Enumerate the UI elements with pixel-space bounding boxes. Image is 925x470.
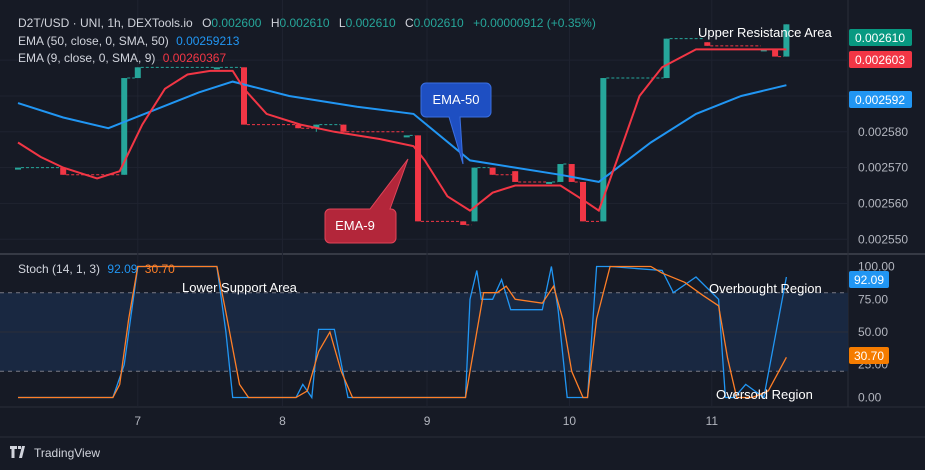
c-label: C bbox=[405, 16, 414, 30]
candle-body bbox=[512, 171, 519, 182]
change-value: +0.00000912 (+0.35%) bbox=[473, 16, 596, 30]
candle-body bbox=[663, 38, 670, 79]
time-tick-label: 11 bbox=[706, 414, 719, 428]
candle-body bbox=[772, 49, 779, 57]
stoch-tick-label: 100.00 bbox=[858, 260, 895, 274]
stoch-d-tag: 30.70 bbox=[849, 347, 889, 364]
price-tick-label: 0.002560 bbox=[858, 196, 908, 210]
stoch-tick-label: 0.00 bbox=[858, 390, 882, 404]
symbol-text: D2T/USD · UNI, 1h, DEXTools.io bbox=[18, 16, 193, 30]
time-tick-label: 7 bbox=[134, 414, 141, 428]
candle-body bbox=[557, 164, 564, 182]
tradingview-logo-icon bbox=[10, 445, 28, 461]
time-tick-label: 9 bbox=[424, 414, 431, 428]
h-label: H bbox=[271, 16, 280, 30]
price-tick-label: 0.002570 bbox=[858, 161, 908, 175]
ema50-price-tag: 0.002592 bbox=[849, 91, 912, 108]
stoch-tick-label: 50.00 bbox=[858, 325, 888, 339]
last-price-tag: 0.002610 bbox=[849, 29, 912, 46]
stoch-legend: Stoch (14, 1, 3) 92.09 30.70 bbox=[18, 262, 175, 276]
ema50-tag-text: 0.002592 bbox=[855, 93, 905, 107]
candle-body bbox=[313, 124, 320, 129]
overbought-label: Overbought Region bbox=[709, 281, 822, 296]
price-tick-label: 0.002550 bbox=[858, 232, 908, 246]
candle-body bbox=[60, 167, 67, 175]
candle-body bbox=[783, 24, 790, 57]
upper-resistance-label: Upper Resistance Area bbox=[698, 25, 832, 40]
candle-body bbox=[213, 67, 220, 70]
candle-body bbox=[580, 181, 586, 222]
ema50-callout-text: EMA-50 bbox=[433, 92, 480, 107]
stoch-label: Stoch (14, 1, 3) bbox=[18, 262, 100, 276]
ema50-value: 0.00259213 bbox=[176, 34, 240, 48]
candle-body bbox=[489, 167, 496, 175]
candle-body bbox=[760, 49, 767, 52]
lower-support-label: Lower Support Area bbox=[182, 280, 298, 295]
ema50-label: EMA (50, close, 0, SMA, 50) bbox=[18, 34, 169, 48]
o-value: 0.002600 bbox=[211, 16, 261, 30]
stoch-d-tag-text: 30.70 bbox=[854, 349, 884, 363]
footer-branding: TradingView bbox=[10, 444, 100, 462]
ema9-label: EMA (9, close, 0, SMA, 9) bbox=[18, 51, 155, 65]
stoch-k-value: 92.09 bbox=[107, 262, 137, 276]
stoch-k-tag-text: 92.09 bbox=[854, 273, 884, 287]
candle-body bbox=[121, 78, 128, 175]
candle-body bbox=[460, 221, 467, 225]
oversold-label: Oversold Region bbox=[716, 387, 813, 402]
o-label: O bbox=[202, 16, 211, 30]
candle-body bbox=[568, 164, 575, 182]
candle-body bbox=[340, 124, 347, 132]
ema9-callout: EMA-9 bbox=[324, 158, 409, 244]
ema9-line bbox=[17, 48, 787, 213]
time-tick-label: 8 bbox=[279, 414, 286, 428]
ema50-line bbox=[17, 80, 787, 183]
stoch-d-value: 30.70 bbox=[145, 262, 175, 276]
candle-body bbox=[600, 78, 607, 222]
candle-body bbox=[241, 67, 247, 125]
stoch-k-line bbox=[18, 265, 788, 400]
candle-body bbox=[704, 42, 711, 46]
legend-ema50: EMA (50, close, 0, SMA, 50) 0.00259213 bbox=[18, 34, 240, 48]
l-value: 0.002610 bbox=[346, 16, 396, 30]
ema9-callout-text: EMA-9 bbox=[335, 218, 375, 233]
legend-main: D2T/USD · UNI, 1h, DEXTools.io O0.002600… bbox=[18, 16, 596, 30]
price-tick-label: 0.002580 bbox=[858, 125, 908, 139]
candle-body bbox=[15, 167, 21, 170]
candle-body bbox=[415, 135, 422, 222]
tradingview-brand-text: TradingView bbox=[34, 446, 101, 460]
candle-body bbox=[134, 67, 141, 79]
ema9-tag-text: 0.002603 bbox=[855, 53, 905, 67]
candle-body bbox=[295, 124, 302, 129]
ema9-value: 0.00260367 bbox=[163, 51, 227, 65]
stoch-k-tag: 92.09 bbox=[849, 271, 889, 288]
l-label: L bbox=[339, 16, 346, 30]
legend-ema9: EMA (9, close, 0, SMA, 9) 0.00260367 bbox=[18, 51, 226, 65]
candle-body bbox=[546, 181, 553, 184]
stoch-d-line bbox=[18, 265, 787, 399]
candle-body bbox=[403, 135, 410, 138]
stoch-tick-label: 75.00 bbox=[858, 292, 888, 306]
last-price-text: 0.002610 bbox=[855, 31, 905, 45]
h-value: 0.002610 bbox=[279, 16, 329, 30]
ema9-price-tag: 0.002603 bbox=[849, 51, 912, 68]
ema50-callout: EMA-50 bbox=[420, 82, 492, 165]
time-tick-label: 10 bbox=[563, 414, 577, 428]
c-value: 0.002610 bbox=[414, 16, 464, 30]
candle-body bbox=[471, 167, 478, 222]
